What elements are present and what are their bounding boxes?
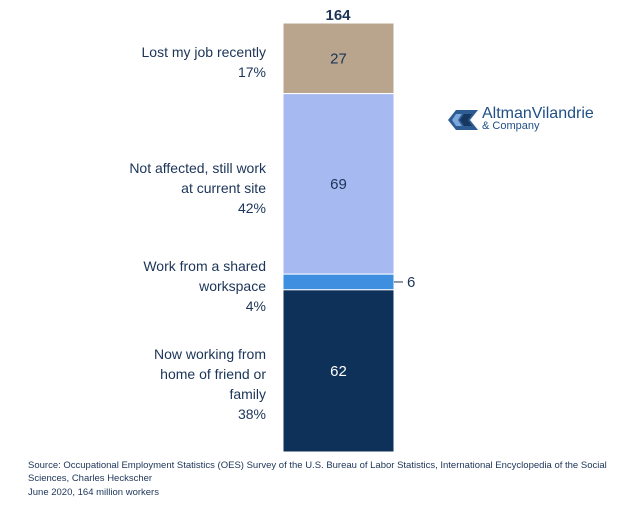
segment-value-label: 62 bbox=[330, 363, 347, 380]
source-line: Sciences, Charles Heckscher bbox=[28, 473, 153, 484]
label-home-friend: Now working from home of friend or famil… bbox=[126, 344, 266, 424]
total-label: 164 bbox=[325, 7, 351, 24]
logo-name: AltmanVilandrie bbox=[482, 105, 594, 122]
label-lost-job: Lost my job recently 17% bbox=[142, 42, 267, 82]
company-logo: AltmanVilandrie & Company bbox=[448, 105, 594, 133]
bar-segment bbox=[282, 93, 395, 275]
segment-value-label: 27 bbox=[330, 50, 347, 67]
label-not-affected: Not affected, still work at current site… bbox=[116, 158, 266, 218]
bar-segment bbox=[282, 22, 395, 95]
bar-segment bbox=[282, 289, 395, 453]
source-note: Source: Occupational Employment Statisti… bbox=[28, 459, 607, 485]
stacked-bar-chart: 164 27 69 6 62 bbox=[282, 7, 415, 453]
logo-sub: & Company bbox=[482, 120, 540, 132]
segment-percent: 4% bbox=[245, 298, 266, 314]
segment-value-label: 69 bbox=[330, 176, 347, 193]
segment-value-label: 6 bbox=[407, 274, 415, 291]
bar-segment bbox=[282, 273, 395, 291]
date-note: June 2020, 164 million workers bbox=[28, 487, 159, 498]
segment-label: Lost my job recently bbox=[141, 44, 267, 60]
source-line: Source: Occupational Employment Statisti… bbox=[28, 460, 607, 471]
segment-label: Now working from home of friend or famil… bbox=[153, 346, 266, 402]
segment-percent: 38% bbox=[237, 406, 266, 422]
segment-label: Not affected, still work at current site bbox=[129, 160, 266, 196]
segment-percent: 42% bbox=[237, 200, 266, 216]
logo-icon bbox=[448, 110, 478, 130]
segment-percent: 17% bbox=[237, 64, 266, 80]
segment-label: Work from a shared workspace bbox=[143, 258, 266, 294]
label-shared-workspace: Work from a shared workspace 4% bbox=[116, 256, 266, 316]
